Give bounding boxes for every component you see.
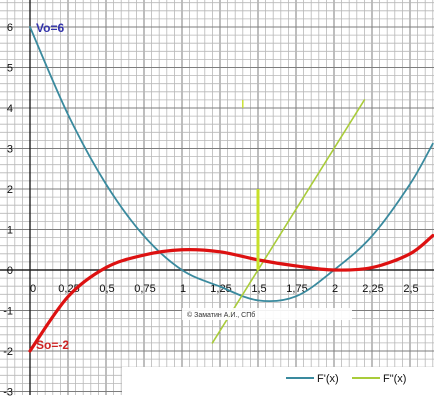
x-tick-label: 0 (30, 283, 36, 295)
x-tick-label: 1,25 (210, 283, 231, 295)
x-tick-label: 2,5 (403, 283, 418, 295)
legend-label-f-double-prime: F"(x) (383, 373, 406, 385)
legend-background (122, 367, 434, 395)
grid (0, 0, 434, 395)
x-tick-label: 2,25 (362, 283, 383, 295)
y-tick-label: 0 (7, 265, 13, 277)
series-f-prime-line (29, 26, 434, 303)
x-tick-label: 1,5 (251, 283, 266, 295)
legend-label-f-prime: F'(x) (317, 373, 339, 385)
x-tick-label: 1 (180, 283, 186, 295)
y-tick-label: -2 (3, 346, 13, 358)
y-tick-label: 1 (7, 225, 13, 237)
annotations: Vo=6 So=-2 (36, 21, 69, 352)
watermark-group: © Заматин А.И., СПб (182, 308, 352, 320)
series-f-line (28, 233, 434, 353)
watermark-text: © Заматин А.И., СПб (187, 311, 255, 319)
tick-labels: 0 0,25 0,5 0,75 1 1,25 1,5 1,75 2 2,25 2,56543210-… (3, 22, 418, 399)
y-tick-label: 3 (7, 144, 13, 156)
y-tick-label: 4 (7, 103, 13, 115)
y-tick-label: -3 (3, 387, 13, 399)
x-tick-label: 0,75 (134, 283, 155, 295)
x-tick-label: 1,75 (286, 283, 307, 295)
legend: F'(x) F"(x) (122, 367, 434, 395)
y-tick-label: 6 (7, 22, 13, 34)
y-tick-label: 2 (7, 184, 13, 196)
series-group (28, 26, 434, 353)
y-tick-label: -1 (3, 306, 13, 318)
x-tick-label: 0,5 (99, 283, 114, 295)
x-tick-label: 2 (332, 283, 338, 295)
y-tick-label: 5 (7, 63, 13, 75)
watermark-background (182, 308, 352, 320)
annotation-vo: Vo=6 (36, 21, 64, 35)
annotation-so: So=-2 (36, 338, 69, 352)
series-f-double-prime-line (211, 99, 366, 344)
